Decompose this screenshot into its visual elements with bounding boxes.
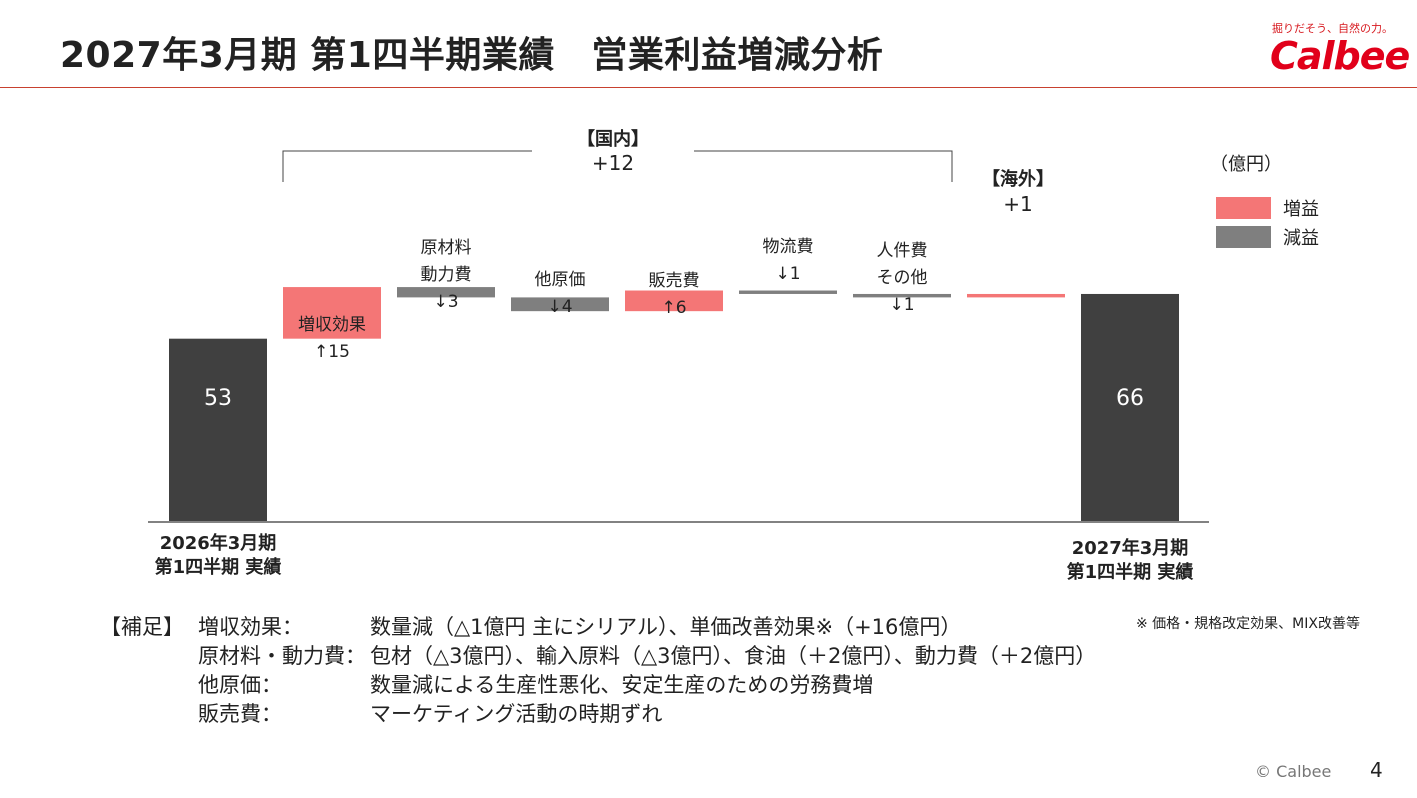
notes-text: 包材（△3億円）、輸入原料（△3億円）、食油（＋2億円）、動力費（＋2億円） (370, 644, 1097, 668)
group-label-domestic: 【国内】 (577, 128, 649, 150)
waterfall-bar-5 (739, 290, 837, 294)
notes-row: 【補足】 増収効果： 数量減（△1億円 主にシリアル）、単価改善効果※（+16億… (100, 613, 1096, 642)
group-label-overseas: 【海外】 (982, 168, 1054, 190)
notes-row: 販売費： マーケティング活動の時期ずれ (100, 700, 1096, 729)
category-label: 第1四半期 実績 (155, 556, 282, 578)
notes-row: 原材料・動力費： 包材（△3億円）、輸入原料（△3億円）、食油（＋2億円）、動力… (100, 642, 1096, 671)
notes-key: 販売費： (198, 702, 282, 726)
page-number: 4 (1370, 758, 1383, 782)
notes-text: 数量減による生産性悪化、安定生産のための労務費増 (370, 673, 874, 697)
logo-tagline: 掘りだそう、自然の力。 (1272, 22, 1393, 35)
footnote: ※ 価格・規格改定効果、MIX改善等 (1136, 616, 1360, 632)
waterfall-bar-6 (853, 293, 951, 298)
legend-swatch-increase (1216, 197, 1271, 219)
waterfall-bar-3 (511, 297, 609, 312)
category-label: 原材料 (421, 238, 472, 258)
bar-value-label: 53 (204, 386, 232, 411)
category-label: ↓3 (433, 292, 458, 312)
legend-swatch-decrease (1216, 226, 1271, 248)
legend-label-increase: 増益 (1283, 199, 1319, 220)
notes-text: 数量減（△1億円 主にシリアル）、単価改善効果※（+16億円） (370, 615, 962, 639)
waterfall-bar-0 (169, 338, 267, 521)
category-label: ↓1 (775, 264, 800, 284)
category-label: その他 (877, 268, 928, 288)
category-label: 販売費 (649, 271, 700, 291)
category-label: 2026年3月期 (160, 532, 277, 554)
legend-item-increase: 増益 (1216, 197, 1319, 220)
copyright: © Calbee (1255, 762, 1332, 781)
waterfall-bar-2 (397, 287, 495, 298)
notes-section: 【補足】 増収効果： 数量減（△1億円 主にシリアル）、単価改善効果※（+16億… (100, 613, 1096, 729)
category-label: 増収効果 (298, 315, 366, 335)
category-label: 2027年3月期 (1072, 537, 1189, 559)
category-label: 動力費 (421, 265, 472, 285)
waterfall-bar-4 (625, 290, 723, 312)
legend-item-decrease: 減益 (1216, 226, 1319, 249)
category-label: 他原価 (535, 270, 586, 290)
legend-label-decrease: 減益 (1283, 228, 1319, 249)
notes-heading: 【補足】 (100, 615, 184, 639)
group-value-overseas: +1 (1003, 192, 1032, 216)
notes-row: 他原価： 数量減による生産性悪化、安定生産のための労務費増 (100, 671, 1096, 700)
page-title: 2027年3月期 第1四半期業績 営業利益増減分析 (60, 35, 884, 76)
waterfall-bar-8 (1081, 293, 1179, 521)
unit-label: （億円） (1210, 154, 1282, 175)
waterfall-bar-7 (967, 293, 1065, 298)
bar-value-label: 66 (1116, 386, 1144, 411)
notes-key: 原材料・動力費： (198, 644, 366, 668)
category-label: 物流費 (763, 237, 814, 257)
category-label: ↓4 (547, 297, 572, 317)
notes-key: 増収効果： (198, 615, 303, 639)
title-divider (0, 87, 1417, 88)
notes-key: 他原価： (198, 673, 282, 697)
category-label: 人件費 (877, 241, 928, 261)
group-bracket-domestic (282, 150, 953, 182)
category-label: ↑15 (314, 342, 350, 362)
category-label: ↓1 (889, 295, 914, 315)
category-label: 第1四半期 実績 (1067, 561, 1194, 583)
calbee-logo: Calbee (1270, 34, 1410, 78)
category-label: ↑6 (661, 298, 686, 318)
group-value-domestic: +12 (592, 151, 634, 175)
waterfall-bar-1 (283, 287, 381, 339)
notes-text: マーケティング活動の時期ずれ (370, 702, 663, 726)
